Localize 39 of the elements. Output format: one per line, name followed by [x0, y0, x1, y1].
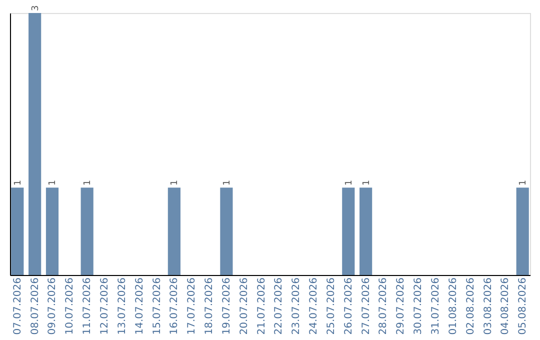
x-tick-label: 18.07.2026 [204, 278, 216, 335]
x-tick-label: 28.07.2026 [378, 278, 390, 335]
data-label: 1 [518, 180, 529, 186]
x-tick-label: 08.07.2026 [30, 278, 41, 335]
x-tick-label: 04.08.2026 [500, 278, 512, 335]
x-tick-label: 10.07.2026 [64, 278, 76, 335]
x-tick-label: 16.07.2026 [169, 278, 180, 335]
x-tick-label: 14.07.2026 [134, 278, 146, 335]
data-label: 3 [30, 5, 41, 11]
data-label: 1 [222, 180, 232, 186]
x-tick-label: 24.07.2026 [308, 278, 320, 335]
x-tick-label: 25.07.2026 [326, 278, 337, 335]
x-tick-label: 05.08.2026 [518, 278, 529, 335]
x-tick-label: 27.07.2026 [360, 278, 372, 335]
x-tick-label: 31.07.2026 [430, 278, 442, 335]
x-tick-label: 21.07.2026 [256, 278, 268, 335]
x-tick-label: 12.07.2026 [100, 278, 111, 335]
x-tick-label: 30.07.2026 [413, 278, 424, 335]
data-label: 1 [170, 180, 180, 186]
x-tick-label: 03.08.2026 [482, 278, 494, 335]
x-tick-label: 20.07.2026 [238, 278, 250, 335]
data-label: 1 [13, 180, 24, 186]
data-label: 1 [48, 180, 58, 186]
x-tick-label: 02.08.2026 [465, 278, 476, 335]
x-tick-label: 17.07.2026 [186, 278, 198, 335]
data-label: 1 [362, 180, 372, 186]
data-label: 1 [344, 180, 354, 186]
x-tick-label: 13.07.2026 [116, 278, 128, 335]
x-tick-label: 29.07.2026 [396, 278, 407, 335]
x-tick-label: 26.07.2026 [343, 278, 354, 335]
x-tick-label: 15.07.2026 [152, 278, 163, 335]
data-label: 1 [83, 180, 94, 186]
x-tick-label: 23.07.2026 [291, 278, 302, 335]
x-tick-label: 11.07.2026 [82, 278, 94, 335]
x-tick-label: 01.08.2026 [448, 278, 459, 335]
x-tick-label: 19.07.2026 [221, 278, 232, 335]
x-tick-label: 07.07.2026 [12, 278, 24, 335]
x-tick-label: 09.07.2026 [47, 278, 58, 335]
x-tick-label: 22.07.2026 [274, 278, 285, 335]
